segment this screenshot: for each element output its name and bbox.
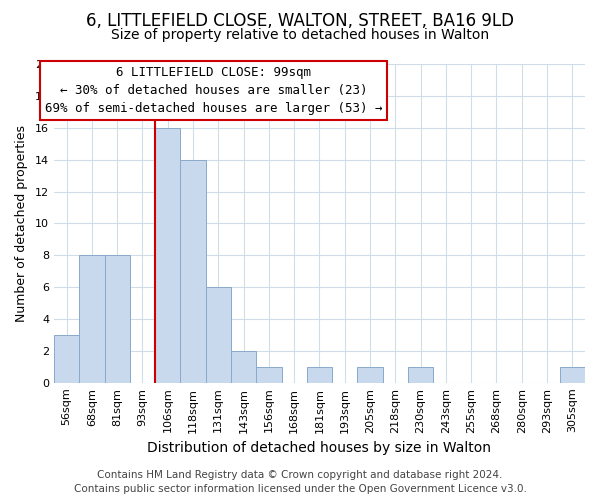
Bar	[307, 367, 332, 383]
Bar	[181, 160, 206, 383]
Text: Contains HM Land Registry data © Crown copyright and database right 2024.
Contai: Contains HM Land Registry data © Crown c…	[74, 470, 526, 494]
X-axis label: Distribution of detached houses by size in Walton: Distribution of detached houses by size …	[148, 441, 491, 455]
Bar	[54, 335, 79, 383]
Text: Size of property relative to detached houses in Walton: Size of property relative to detached ho…	[111, 28, 489, 42]
Text: 6 LITTLEFIELD CLOSE: 99sqm
← 30% of detached houses are smaller (23)
69% of semi: 6 LITTLEFIELD CLOSE: 99sqm ← 30% of deta…	[44, 66, 382, 114]
Bar	[155, 128, 181, 383]
Bar	[79, 256, 104, 383]
Bar	[231, 351, 256, 383]
Bar	[358, 367, 383, 383]
Bar	[206, 287, 231, 383]
Text: 6, LITTLEFIELD CLOSE, WALTON, STREET, BA16 9LD: 6, LITTLEFIELD CLOSE, WALTON, STREET, BA…	[86, 12, 514, 30]
Bar	[408, 367, 433, 383]
Bar	[104, 256, 130, 383]
Bar	[256, 367, 281, 383]
Bar	[560, 367, 585, 383]
Y-axis label: Number of detached properties: Number of detached properties	[15, 125, 28, 322]
